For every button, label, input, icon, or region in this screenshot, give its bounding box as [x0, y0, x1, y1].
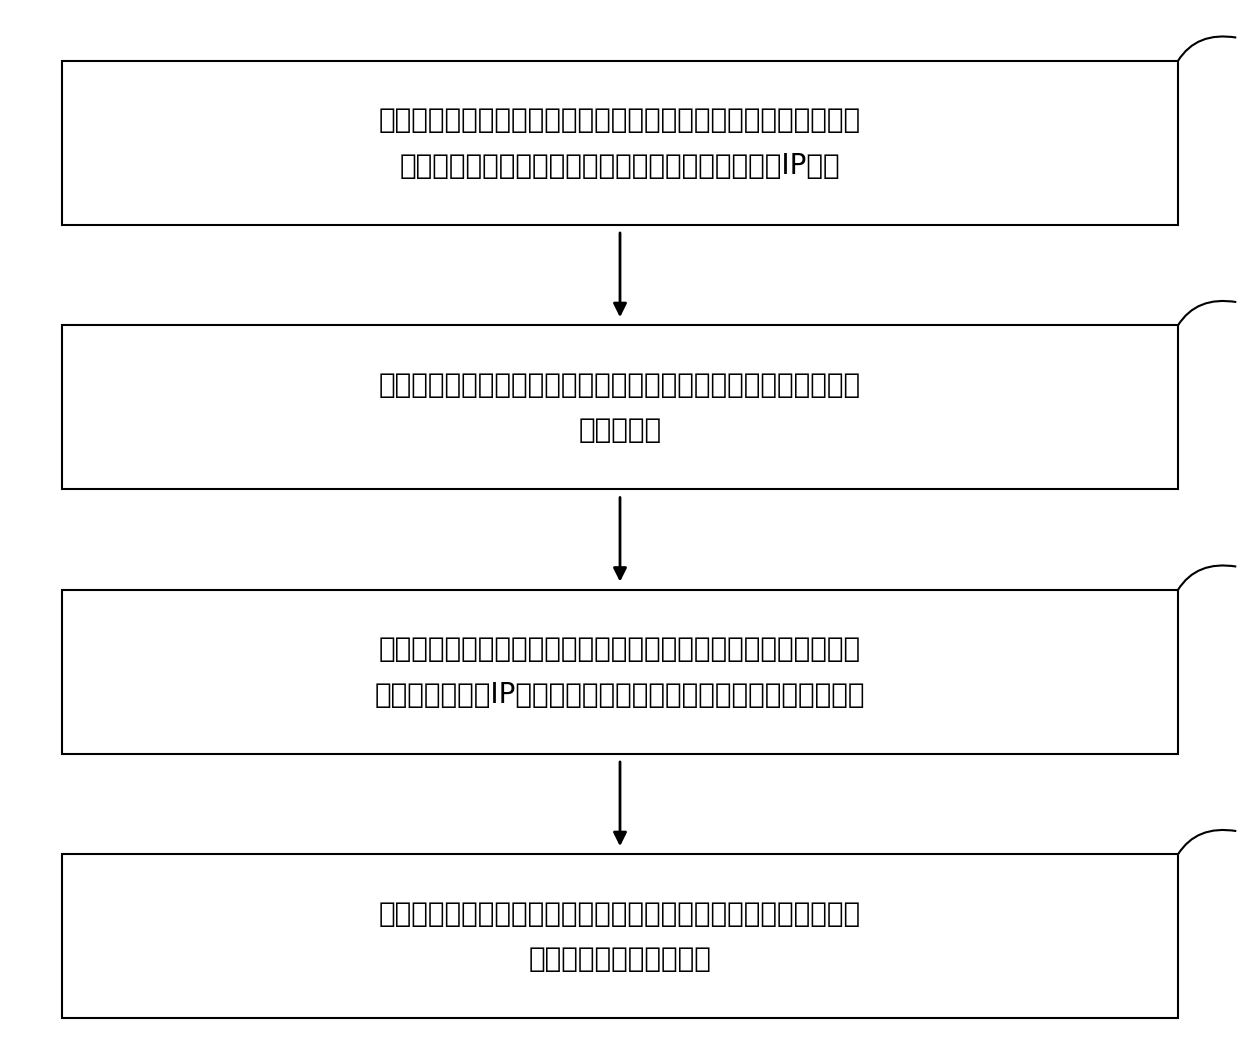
- Text: 在第二虚拟网卡上设定第一流量控制规则以限定所述第二虚拟网卡
的出口流量: 在第二虚拟网卡上设定第一流量控制规则以限定所述第二虚拟网卡 的出口流量: [379, 370, 861, 444]
- Text: 当网卡接收到来自外网的数据包后，根据所述数据包的目的地址和
所述虚拟设备的IP地址将所述数据包转发到相应的第二虚拟网卡上: 当网卡接收到来自外网的数据包后，根据所述数据包的目的地址和 所述虚拟设备的IP地…: [374, 635, 866, 709]
- Bar: [62, 326, 1178, 489]
- Bar: [62, 855, 1178, 1018]
- Bar: [62, 590, 1178, 753]
- Text: 创建虚拟网卡对，将所述虚拟网卡对的第一虚拟网卡发送到虚拟设
备内部，在所述第一虚拟网卡上配置所述虚拟设备的IP地址: 创建虚拟网卡对，将所述虚拟网卡对的第一虚拟网卡发送到虚拟设 备内部，在所述第一虚…: [379, 106, 861, 180]
- Text: 按照所述第一流量控制规则将所述数据包传送到与所述第二虚拟网
卡相应的第一虚拟网卡上: 按照所述第一流量控制规则将所述数据包传送到与所述第二虚拟网 卡相应的第一虚拟网卡…: [379, 899, 861, 973]
- Bar: [62, 60, 1178, 225]
